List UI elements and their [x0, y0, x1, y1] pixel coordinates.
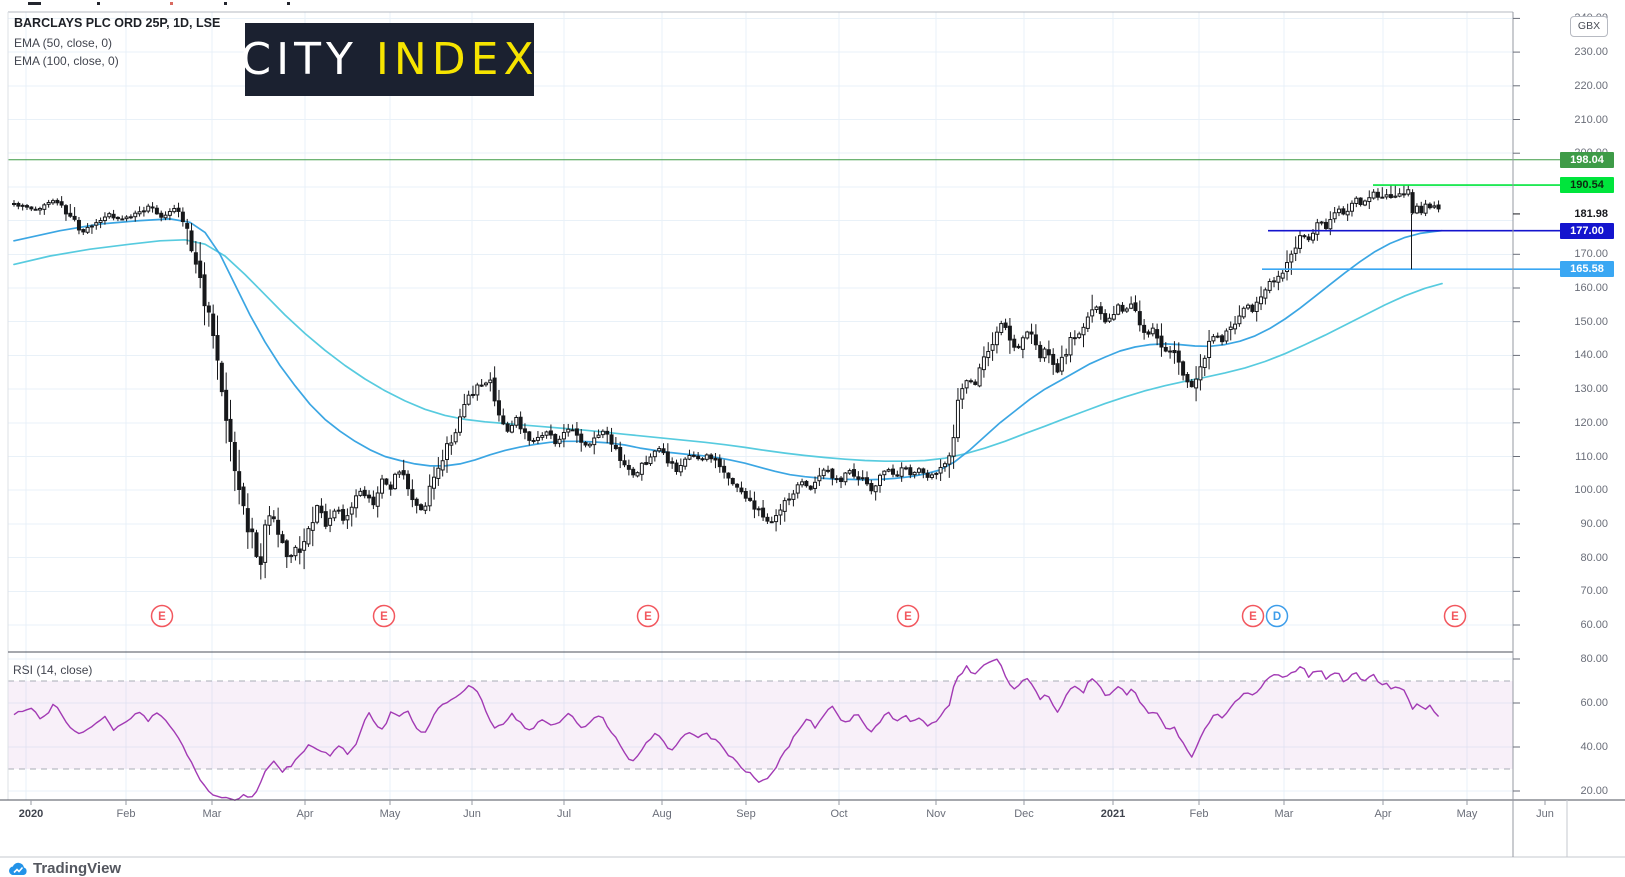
level-price-label: 165.58	[1560, 261, 1614, 278]
year-axis-label: 2021	[1100, 808, 1126, 820]
rsi-tick-label: 60.00	[1580, 697, 1608, 709]
city-logo-word-index: INDEX	[375, 34, 539, 85]
earnings-marker-icon[interactable]	[636, 604, 660, 628]
month-axis-label: Apr	[296, 808, 314, 820]
dividend-marker-icon[interactable]	[1265, 604, 1289, 628]
price-tick-label: 230.00	[1574, 46, 1608, 59]
rsi-tick-label: 40.00	[1580, 741, 1608, 753]
tradingview-watermark[interactable]: TradingView	[8, 859, 121, 877]
month-axis-label: Feb	[1189, 808, 1209, 820]
month-axis-label: Aug	[652, 808, 672, 820]
marker-letter: E	[644, 611, 652, 623]
month-axis-label: Jul	[556, 808, 572, 820]
symbol-title[interactable]: BARCLAYS PLC ORD 25P, 1D, LSE	[14, 16, 221, 30]
marker-letter: D	[1273, 611, 1281, 623]
marker-letter: E	[1451, 611, 1459, 623]
month-axis-label: May	[1456, 808, 1478, 820]
earnings-marker-icon[interactable]	[1241, 604, 1265, 628]
price-tick-label: 80.00	[1580, 551, 1608, 564]
price-tick-label: 120.00	[1574, 416, 1608, 429]
currency-toggle-button[interactable]: GBX	[1570, 16, 1608, 37]
price-tick-label: 70.00	[1580, 585, 1608, 598]
price-tick-label: 100.00	[1574, 484, 1608, 497]
price-tick-label: 170.00	[1574, 248, 1608, 261]
clipped-text-fragment	[170, 2, 173, 5]
price-tick-label: 160.00	[1574, 282, 1608, 294]
rsi-tick-label: 20.00	[1580, 785, 1608, 797]
month-axis-label: Dec	[1014, 808, 1034, 820]
month-axis-label: Jun	[1536, 808, 1554, 820]
marker-letter: E	[904, 611, 912, 623]
month-axis-label: May	[379, 808, 401, 820]
month-axis-label: Feb	[116, 808, 136, 820]
month-axis-label: Sep	[736, 808, 756, 820]
price-tick-label: 90.00	[1580, 517, 1608, 530]
month-axis-label: Apr	[1374, 808, 1392, 820]
marker-letter: E	[1249, 611, 1257, 623]
clipped-text-fragment	[28, 2, 41, 5]
month-axis-label: Mar	[1274, 808, 1294, 820]
price-tick-label: 110.00	[1575, 450, 1608, 463]
year-axis-label: 2020	[18, 808, 44, 820]
price-tick-label: 150.00	[1574, 315, 1608, 328]
city-index-logo: CITY INDEX	[240, 23, 534, 96]
ema50-legend[interactable]: EMA (50, close, 0)	[14, 35, 113, 50]
price-tick-label: 140.00	[1574, 349, 1608, 362]
clipped-text-fragment	[97, 2, 100, 5]
tradingview-label: TradingView	[33, 859, 122, 877]
last-price-label: 181.98	[1574, 207, 1608, 220]
price-tick-label: 130.00	[1574, 383, 1608, 396]
level-price-label: 190.54	[1560, 177, 1614, 194]
marker-letter: E	[380, 611, 388, 623]
clipped-text-fragment	[224, 2, 227, 5]
level-price-label: 198.04	[1560, 151, 1614, 168]
earnings-marker-icon[interactable]	[372, 604, 396, 628]
earnings-marker-icon[interactable]	[150, 604, 174, 628]
month-axis-label: Oct	[830, 808, 848, 820]
earnings-marker-icon[interactable]	[896, 604, 920, 628]
marker-letter: E	[158, 611, 166, 623]
rsi-legend[interactable]: RSI (14, close)	[13, 663, 93, 677]
rsi-tick-label: 80.00	[1580, 653, 1608, 665]
ema100-legend[interactable]: EMA (100, close, 0)	[14, 53, 119, 68]
price-tick-label: 60.00	[1580, 619, 1608, 631]
chart-legend: BARCLAYS PLC ORD 25P, 1D, LSE EMA (50, c…	[14, 17, 220, 73]
clipped-text-fragment	[287, 2, 290, 5]
tradingview-icon	[9, 862, 27, 875]
city-logo-word-city: CITY	[240, 34, 358, 85]
month-axis-label: Nov	[926, 808, 946, 820]
earnings-marker-icon[interactable]	[1443, 604, 1467, 628]
price-tick-label: 220.00	[1574, 79, 1608, 92]
month-axis-label: Mar	[202, 808, 222, 820]
price-tick-label: 210.00	[1574, 113, 1608, 126]
level-price-label: 177.00	[1560, 222, 1614, 239]
month-axis-label: Jun	[463, 808, 481, 820]
